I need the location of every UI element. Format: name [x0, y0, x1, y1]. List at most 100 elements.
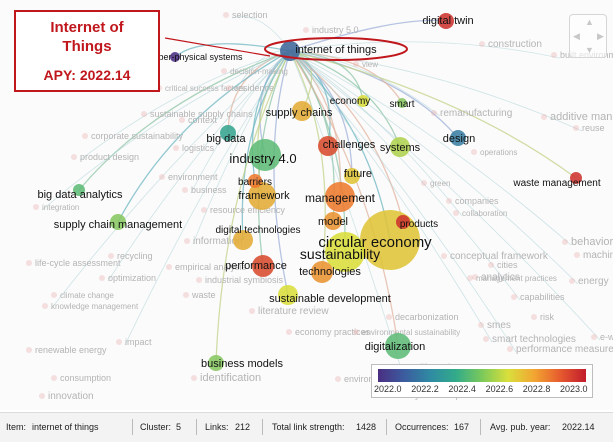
node-model[interactable]	[324, 212, 342, 230]
node-label-digitalization[interactable]: digitalization	[365, 341, 426, 353]
faded-node	[483, 336, 489, 342]
faded-term-consumption: consumption	[60, 373, 111, 383]
node-label-business-models[interactable]: business models	[201, 358, 283, 370]
faded-node	[39, 393, 45, 399]
node-label-big-data-analytics[interactable]: big data analytics	[38, 189, 123, 201]
faded-node	[531, 314, 537, 320]
status-links-value: 212	[235, 422, 251, 432]
node-label-smart[interactable]: smart	[390, 99, 415, 110]
node-label-model[interactable]: model	[318, 216, 348, 228]
node-cyber-physical-systems[interactable]	[170, 52, 180, 62]
faded-term-reuse: reuse	[582, 123, 605, 133]
node-label-supply-chain-management[interactable]: supply chain management	[54, 219, 182, 231]
faded-term-environmental-sustainability: environmental sustainability	[362, 328, 460, 337]
faded-node	[467, 275, 473, 281]
faded-node	[183, 292, 189, 298]
node-framework[interactable]	[248, 182, 276, 210]
node-label-products[interactable]: products	[400, 219, 438, 230]
node-label-industry-4-0[interactable]: industry 4.0	[229, 151, 296, 166]
faded-node	[51, 375, 57, 381]
link-business-models	[215, 50, 291, 364]
node-label-digital-technologies[interactable]: digital technologies	[215, 225, 300, 236]
node-products[interactable]	[396, 215, 410, 229]
faded-node	[182, 187, 188, 193]
pan-zoom-navigator-icon[interactable]: ▲ ▼ ◀ ▶	[569, 14, 607, 58]
faded-term-green: green	[430, 179, 450, 188]
legend-tick: 2022.4	[448, 384, 476, 394]
node-smart[interactable]	[397, 98, 407, 108]
node-waste-management[interactable]	[570, 172, 582, 184]
node-economy[interactable]	[357, 95, 369, 107]
node-performance[interactable]	[252, 255, 274, 277]
faded-term-recycling: recycling	[117, 251, 153, 261]
status-occ-value: 167	[454, 422, 470, 432]
faint-link	[289, 50, 583, 132]
node-management[interactable]	[325, 182, 355, 212]
faint-link	[289, 50, 579, 285]
faded-node	[166, 264, 172, 270]
node-label-waste-management[interactable]: waste management	[512, 178, 600, 189]
faded-node	[471, 149, 477, 155]
legend-gradient-bar	[378, 369, 586, 382]
node-label-challenges[interactable]: challenges	[323, 139, 376, 151]
node-digital-technologies[interactable]	[233, 230, 253, 250]
faded-node	[573, 125, 579, 131]
faded-node	[511, 294, 517, 300]
node-label-barriers[interactable]: barriers	[238, 177, 272, 188]
faded-term-information: information	[193, 236, 242, 247]
node-label-digital-twin[interactable]: digital twin	[422, 15, 473, 27]
faint-link	[107, 50, 291, 282]
node-digitalization[interactable]	[385, 333, 411, 359]
node-big-data-analytics[interactable]	[73, 184, 85, 196]
node-label-design[interactable]: design	[443, 133, 475, 145]
node-big-data[interactable]	[220, 125, 236, 141]
status-occ-label: Occurrences:	[395, 422, 449, 432]
faded-term-integration: integration	[42, 203, 79, 212]
faint-link	[289, 50, 521, 301]
node-label-future[interactable]: future	[344, 168, 372, 180]
node-sustainable-development[interactable]	[278, 285, 298, 305]
faded-term-energy: energy	[578, 276, 609, 287]
node-label-economy[interactable]: economy	[330, 96, 371, 107]
node-label-systems[interactable]: systems	[380, 142, 421, 154]
faded-term-product-design: product design	[80, 152, 139, 162]
node-label-management[interactable]: management	[305, 191, 376, 205]
node-barriers[interactable]	[248, 174, 262, 188]
node-digital-twin[interactable]	[438, 13, 454, 29]
node-business-models[interactable]	[208, 355, 224, 371]
annotation-box: Internet of Things APY: 2022.14	[14, 10, 160, 92]
node-label-big-data[interactable]: big data	[206, 133, 246, 145]
node-supply-chains[interactable]	[292, 101, 312, 121]
faded-node	[286, 329, 292, 335]
node-future[interactable]	[344, 168, 360, 184]
node-label-framework[interactable]: framework	[238, 190, 290, 202]
node-label-sustainable-development[interactable]: sustainable development	[269, 293, 391, 305]
node-label-supply-chains[interactable]: supply chains	[266, 107, 333, 119]
node-challenges[interactable]	[318, 136, 338, 156]
node-industry-4-0[interactable]	[249, 139, 281, 171]
node-systems[interactable]	[390, 137, 410, 157]
faded-node	[353, 61, 359, 67]
node-label-performance[interactable]: performance	[225, 260, 287, 272]
faded-node	[541, 114, 547, 120]
faded-node	[179, 117, 185, 123]
link-supply-chain-management	[117, 50, 291, 223]
node-design[interactable]	[450, 130, 466, 146]
node-label-technologies[interactable]: technologies	[299, 266, 361, 278]
node-sustainability[interactable]	[325, 232, 365, 272]
faded-node	[173, 145, 179, 151]
node-supply-chain-management[interactable]	[110, 214, 126, 230]
node-label-circular-economy[interactable]: circular economy	[318, 234, 432, 251]
node-label-sustainability[interactable]: sustainability	[300, 246, 380, 262]
faded-term-impact: impact	[125, 337, 152, 347]
faded-term-machine-learning: machine learning	[583, 250, 613, 261]
node-technologies[interactable]	[311, 261, 333, 283]
node-label-cyber-physical-systems[interactable]: cyber-physical systems	[149, 52, 243, 62]
node-label-internet-of-things[interactable]: internet of things	[295, 44, 377, 56]
faded-node	[42, 303, 48, 309]
faded-term-smes: smes	[487, 320, 511, 331]
faded-node	[421, 180, 427, 186]
faded-node	[51, 292, 57, 298]
faded-term-sustainable-supply-chains: sustainable supply chains	[150, 109, 253, 119]
faded-node	[472, 274, 478, 280]
